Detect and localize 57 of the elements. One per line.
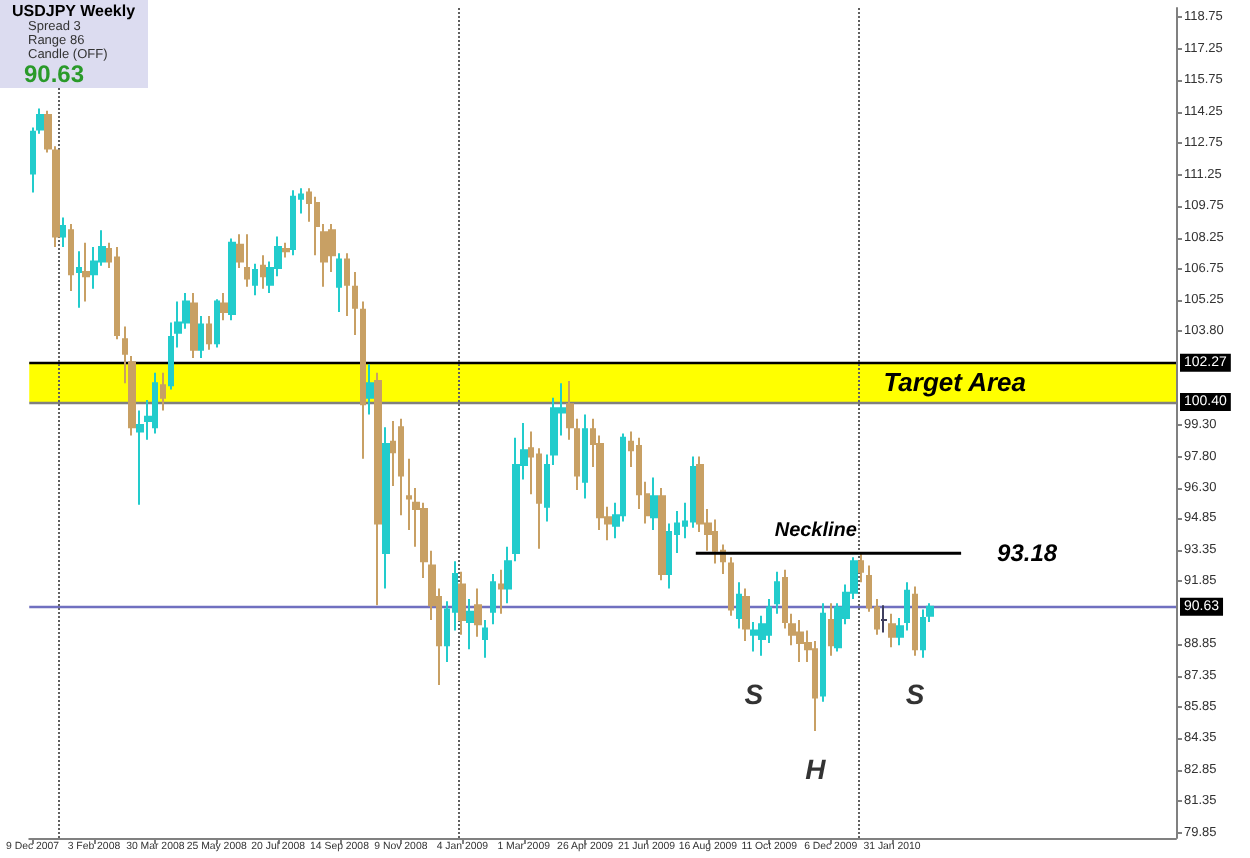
candlestick [398, 417, 404, 517]
candlestick [490, 572, 496, 626]
candlestick [244, 233, 250, 288]
annotation: S [905, 677, 926, 710]
candlestick [160, 371, 166, 412]
candlestick [774, 570, 780, 615]
candlestick [152, 371, 158, 435]
candlestick [888, 612, 896, 649]
candlestick [260, 254, 266, 290]
candlestick [728, 556, 734, 617]
candlestick [290, 189, 296, 257]
candlestick [382, 426, 390, 590]
candlestick [736, 581, 742, 630]
candlestick [336, 252, 342, 313]
candlestick [650, 476, 658, 531]
annotation: H [805, 753, 828, 786]
candlestick [68, 222, 74, 292]
candlestick [282, 241, 290, 259]
candlestick [742, 587, 750, 642]
band-label: Target Area [883, 367, 1026, 398]
candlestick [498, 568, 504, 615]
candlestick [190, 292, 198, 360]
chart-title: USDJPY Weekly [10, 2, 138, 20]
candlestick [252, 262, 258, 297]
candlestick [82, 241, 90, 303]
candlestick [228, 237, 236, 322]
candlestick [812, 639, 818, 733]
candlestick [214, 298, 220, 349]
candlestick [344, 252, 350, 318]
annotation: S [744, 677, 765, 710]
candlestick [366, 363, 374, 416]
candlestick [820, 602, 826, 703]
annotation: 90.63 [22, 60, 85, 88]
candlestick [458, 570, 466, 636]
candlestick [206, 315, 212, 351]
candlestick [750, 621, 758, 653]
candlestick [796, 619, 804, 663]
candlestick [920, 608, 926, 659]
candlestick [482, 619, 488, 659]
candlestick [76, 250, 82, 309]
candlestick [858, 551, 864, 584]
series-label: Neckline [774, 520, 858, 543]
candlestick [466, 598, 474, 651]
candlestick [474, 587, 482, 638]
candlestick [60, 216, 66, 248]
candlestick [198, 315, 204, 360]
candlestick [582, 413, 588, 500]
candlestick [360, 300, 366, 460]
candlestick [374, 371, 382, 607]
candlestick [880, 604, 888, 634]
data-label: 93.18 [997, 539, 1058, 568]
candlestick [220, 292, 228, 322]
candlestick [912, 585, 918, 657]
candlestick [352, 271, 358, 336]
candlestick [828, 602, 834, 657]
candlestick [114, 245, 120, 341]
candlestick [658, 486, 666, 582]
